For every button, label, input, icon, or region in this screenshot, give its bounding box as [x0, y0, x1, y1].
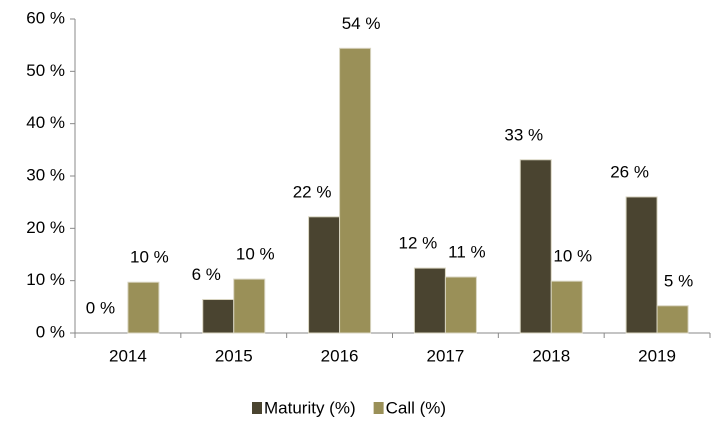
value-label: 0 %: [86, 298, 115, 317]
bar: [550, 280, 583, 334]
x-tick-label: 2018: [532, 346, 570, 365]
legend-swatch: [373, 402, 384, 414]
legend-label: Call (%): [386, 398, 446, 417]
value-label: 11 %: [448, 242, 486, 261]
value-label: 12 %: [399, 234, 438, 253]
value-label: 10 %: [236, 245, 275, 264]
bar: [308, 216, 341, 334]
y-tick-label: 20 %: [26, 218, 65, 237]
y-tick-label: 40 %: [26, 113, 65, 132]
x-tick-label: 2019: [638, 346, 676, 365]
bar: [339, 47, 372, 334]
value-label: 5 %: [664, 271, 693, 290]
bar: [413, 267, 446, 334]
value-label: 33 %: [504, 125, 543, 144]
bar: [202, 299, 235, 334]
value-label: 54 %: [342, 14, 381, 33]
bar: [656, 305, 689, 334]
y-tick-label: 30 %: [26, 165, 65, 184]
bar: [625, 196, 658, 334]
y-tick-label: 60 %: [26, 8, 65, 27]
y-tick-label: 10 %: [26, 270, 65, 289]
bar: [127, 281, 160, 334]
value-label: 10 %: [130, 248, 169, 267]
bar: [444, 276, 477, 334]
y-tick-label: 50 %: [26, 61, 65, 80]
value-label: 22 %: [293, 182, 332, 201]
x-tick-label: 2014: [109, 346, 147, 365]
x-tick-label: 2016: [321, 346, 359, 365]
legend-swatch: [252, 402, 262, 414]
bar: [519, 159, 552, 334]
y-tick-label: 0 %: [36, 322, 65, 341]
value-label: 6 %: [192, 265, 221, 284]
x-tick-label: 2015: [215, 346, 253, 365]
x-tick-label: 2017: [427, 346, 465, 365]
legend-label: Maturity (%): [264, 398, 356, 417]
bar: [233, 278, 266, 334]
value-label: 10 %: [553, 247, 592, 266]
value-label: 26 %: [610, 162, 649, 181]
